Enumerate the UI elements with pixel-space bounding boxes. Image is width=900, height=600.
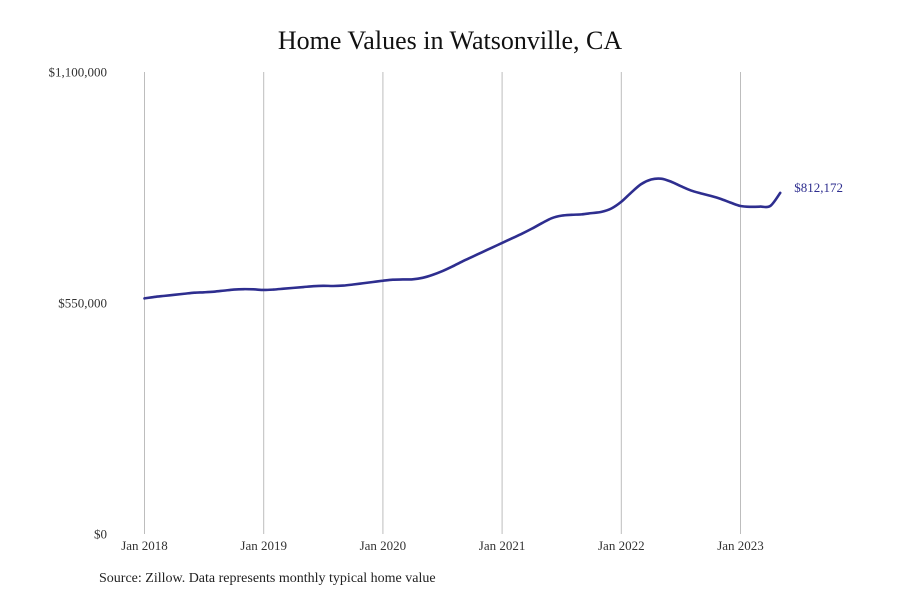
y-tick-label: $0 — [94, 527, 107, 542]
source-note: Source: Zillow. Data represents monthly … — [99, 571, 436, 586]
end-value-label: $812,172 — [794, 180, 843, 195]
x-tick-label: Jan 2023 — [717, 538, 764, 553]
x-tick-label: Jan 2020 — [360, 538, 407, 553]
y-tick-label: $1,100,000 — [49, 65, 108, 80]
x-tick-label: Jan 2019 — [240, 538, 287, 553]
x-tick-label: Jan 2021 — [479, 538, 526, 553]
x-tick-label: Jan 2018 — [121, 538, 168, 553]
home-value-line — [143, 177, 782, 300]
x-axis-ticks: Jan 2018 Jan 2019 Jan 2020 Jan 2021 Jan 2022… — [121, 538, 764, 553]
gridlines — [144, 72, 741, 534]
chart-title: Home Values in Watsonville, CA — [277, 26, 623, 55]
y-tick-label: $550,000 — [58, 296, 107, 311]
series-layer: $812,172 — [143, 177, 843, 300]
x-tick-label: Jan 2022 — [598, 538, 645, 553]
y-axis-ticks: $0 $550,000 $1,100,000 — [49, 65, 108, 542]
